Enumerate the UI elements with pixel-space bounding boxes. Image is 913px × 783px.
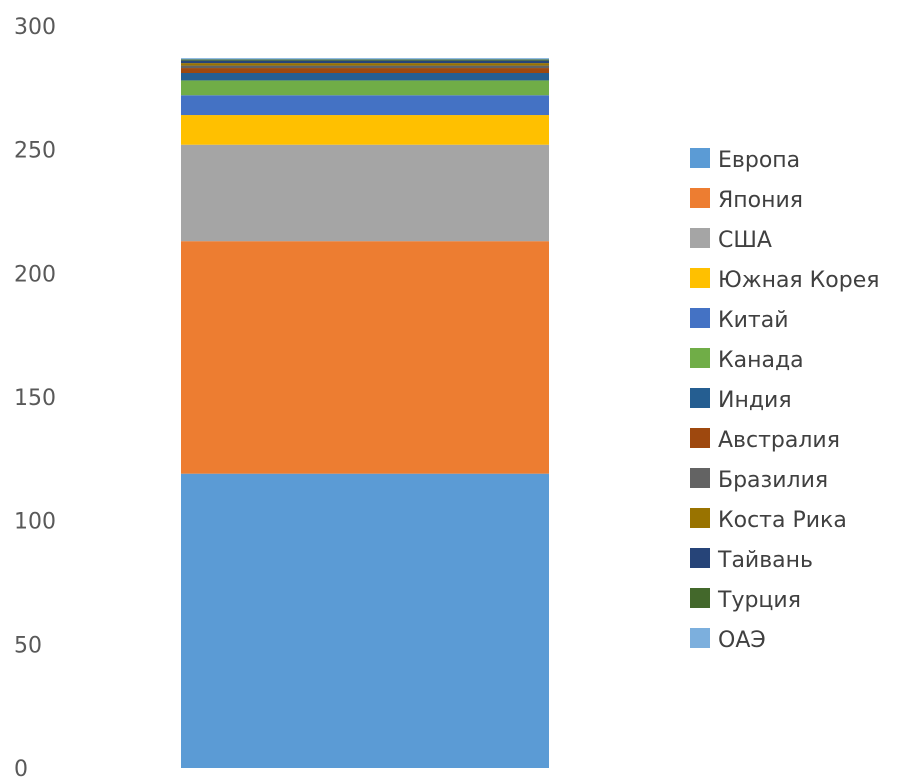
bar-segment [181, 60, 549, 64]
legend: Европа Япония США Южная Корея Китай Канада Инд… [690, 148, 879, 653]
legend-swatch [690, 308, 710, 328]
legend-item: Австралия [690, 428, 840, 453]
legend-label: Канада [718, 348, 804, 373]
legend-swatch [690, 628, 710, 648]
legend-swatch [690, 548, 710, 568]
legend-label: Турция [717, 588, 801, 613]
bar-segment [181, 473, 549, 768]
y-tick-label: 100 [14, 510, 56, 535]
legend-swatch [690, 188, 710, 208]
y-tick-label: 50 [14, 633, 42, 658]
bar-segment [181, 63, 549, 66]
legend-item: Бразилия [690, 468, 828, 493]
legend-label: Австралия [718, 428, 840, 453]
y-tick-label: 200 [14, 262, 56, 287]
legend-label: Китай [718, 308, 789, 333]
legend-item: Тайвань [690, 548, 813, 573]
legend-label: США [718, 228, 772, 253]
legend-item: Южная Корея [690, 268, 879, 293]
legend-item: США [690, 228, 772, 253]
legend-label: ОАЭ [718, 628, 766, 653]
bar-segment [181, 95, 549, 116]
bar-segment [181, 65, 549, 69]
y-axis: 0 50 100 150 200 250 300 [14, 15, 56, 782]
bar-segment [181, 241, 549, 474]
legend-swatch [690, 428, 710, 448]
bar-stack [181, 58, 549, 768]
legend-item: Япония [690, 188, 803, 213]
legend-label: Бразилия [718, 468, 828, 493]
legend-label: Индия [718, 388, 792, 413]
legend-swatch [690, 468, 710, 488]
legend-label: Европа [718, 148, 800, 173]
legend-swatch [690, 388, 710, 408]
legend-item: Европа [690, 148, 800, 173]
y-tick-label: 300 [14, 15, 56, 40]
y-tick-label: 0 [14, 757, 28, 782]
legend-item: ОАЭ [690, 628, 766, 653]
legend-swatch [690, 588, 710, 608]
legend-item: Турция [690, 588, 801, 613]
legend-item: Коста Рика [690, 508, 847, 533]
bar-segment [181, 115, 549, 145]
legend-swatch [690, 148, 710, 168]
legend-item: Индия [690, 388, 792, 413]
bar-segment [181, 72, 549, 81]
legend-label: Коста Рика [718, 508, 847, 533]
legend-swatch [690, 228, 710, 248]
legend-label: Южная Корея [718, 268, 879, 293]
bar-segment [181, 58, 549, 60]
legend-label: Тайвань [717, 548, 813, 573]
y-tick-label: 250 [14, 139, 56, 164]
legend-swatch [690, 508, 710, 528]
legend-swatch [690, 268, 710, 288]
bar-segment [181, 59, 549, 61]
y-tick-label: 150 [14, 386, 56, 411]
legend-item: Канада [690, 348, 804, 373]
legend-item: Китай [690, 308, 789, 333]
bar-segment [181, 68, 549, 73]
legend-swatch [690, 348, 710, 368]
bar-segment [181, 144, 549, 242]
bar-segment [181, 80, 549, 96]
legend-label: Япония [718, 188, 803, 213]
